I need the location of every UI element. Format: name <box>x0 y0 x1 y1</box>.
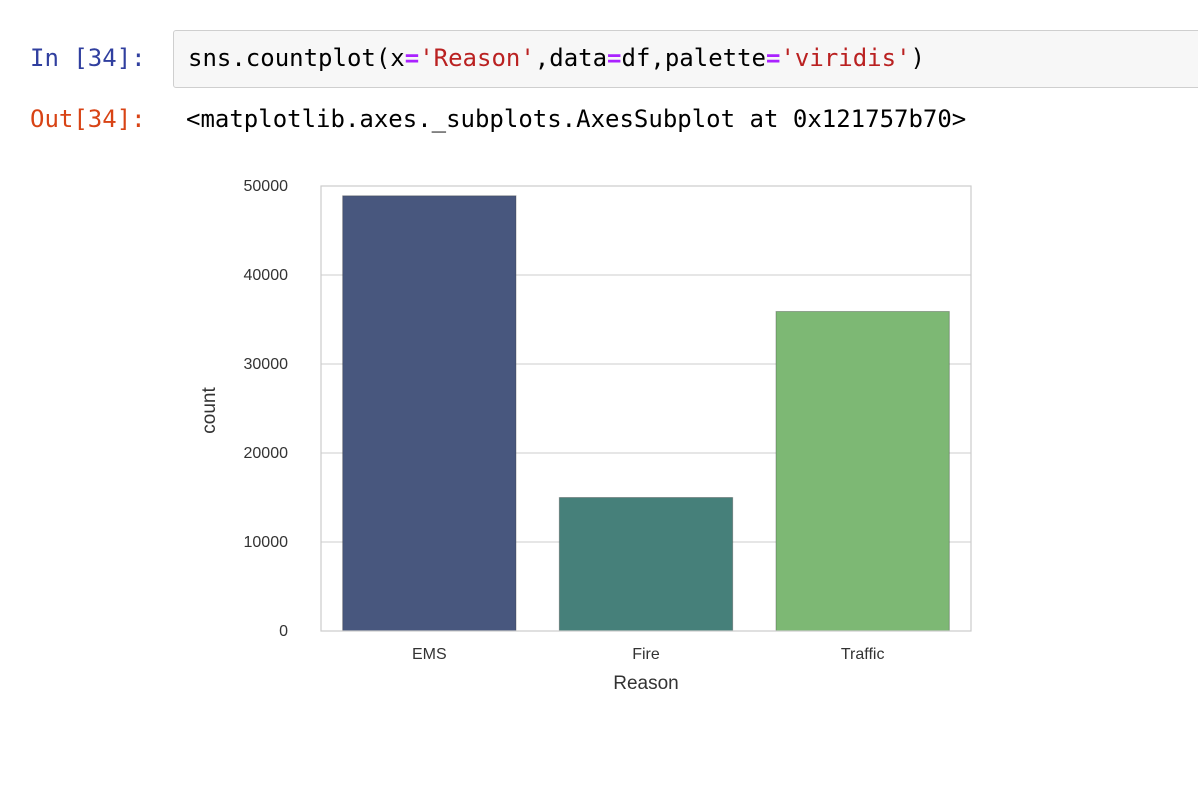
bar-ems <box>342 195 517 632</box>
plot-frame <box>320 185 972 632</box>
code-arg-data-name: data <box>549 44 608 72</box>
y-tick-label: 40000 <box>244 267 289 284</box>
y-tick-label: 10000 <box>244 534 289 551</box>
code-string-reason: 'Reason' <box>419 44 535 72</box>
code-comma: , <box>534 44 550 72</box>
code-arg-x-name: x <box>390 44 405 72</box>
code-string-viridis: 'viridis' <box>780 44 911 72</box>
code-operator-equals: = <box>766 44 781 72</box>
input-prompt: In [34]: <box>30 44 146 72</box>
code-cell-input[interactable]: sns.countplot(x='Reason',data=df,palette… <box>173 30 1198 88</box>
code-call-close: ) <box>910 44 925 72</box>
x-tick-label: Fire <box>632 646 660 663</box>
code-arg-palette-name: palette <box>664 44 767 72</box>
y-tick-label: 30000 <box>244 356 289 373</box>
code-operator-equals: = <box>607 44 622 72</box>
y-tick-label: 20000 <box>244 445 289 462</box>
y-tick-label: 0 <box>279 623 288 640</box>
code-arg-data-value: df <box>621 44 651 72</box>
x-axis-label: Reason <box>613 673 679 694</box>
y-tick-label: 50000 <box>244 178 289 195</box>
y-axis-label: count <box>199 387 220 434</box>
bar-traffic <box>775 310 950 632</box>
x-tick-label: Traffic <box>841 646 885 663</box>
output-prompt: Out[34]: <box>30 105 146 133</box>
bar-fire <box>558 497 734 632</box>
output-repr-text: <matplotlib.axes._subplots.AxesSubplot a… <box>186 105 967 133</box>
code-call-open: sns.countplot( <box>188 44 391 72</box>
x-tick-label: EMS <box>412 646 447 663</box>
code-comma: , <box>650 44 665 72</box>
code-line: sns.countplot(x='Reason',data=df,palette… <box>188 44 925 72</box>
code-operator-equals: = <box>404 44 420 72</box>
